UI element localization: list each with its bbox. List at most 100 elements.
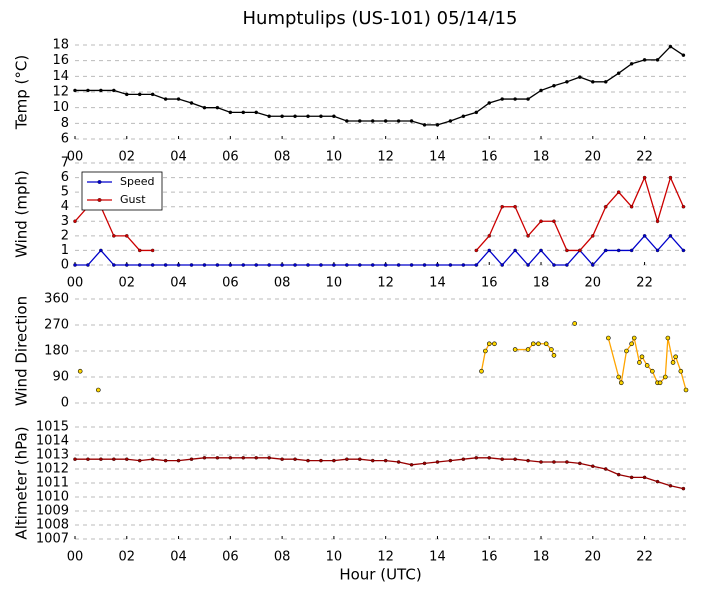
- data-point: [525, 347, 531, 352]
- data-point: [189, 101, 194, 105]
- data-point: [642, 175, 647, 180]
- data-point: [137, 263, 142, 267]
- data-point: [383, 263, 388, 267]
- legend-box: [81, 171, 163, 211]
- data-point: [552, 460, 556, 464]
- data-point: [655, 479, 660, 484]
- data-point: [422, 461, 427, 466]
- y-tick-label: 3: [61, 214, 69, 229]
- data-point: [681, 53, 686, 57]
- y-tick-label: 180: [44, 344, 69, 359]
- data-point: [572, 321, 577, 326]
- data-point: [319, 114, 323, 119]
- data-point: [280, 263, 284, 267]
- y-tick-label: 6: [61, 132, 69, 147]
- data-point: [228, 456, 233, 460]
- data-point: [86, 263, 90, 267]
- data-point: [176, 263, 181, 267]
- data-point: [642, 58, 647, 62]
- data-point: [526, 234, 530, 238]
- data-point: [319, 458, 323, 463]
- data-point: [422, 263, 427, 267]
- y-tick-label: 1015: [36, 420, 69, 435]
- data-point: [670, 360, 676, 365]
- data-point: [479, 368, 484, 374]
- x-tick-label: 12: [377, 550, 394, 565]
- data-point: [358, 119, 362, 123]
- data-point: [280, 114, 284, 119]
- data-point: [526, 263, 530, 267]
- data-point: [565, 80, 569, 84]
- x-tick-label: 18: [533, 150, 550, 165]
- data-point: [112, 263, 116, 267]
- data-point: [665, 335, 671, 341]
- y-tick-label: 1011: [36, 476, 69, 491]
- y-tick-label: 5: [61, 185, 69, 200]
- legend-label: Speed: [120, 175, 154, 188]
- y-axis-label: Altimeter (hPa): [13, 426, 31, 539]
- data-point: [332, 114, 336, 119]
- x-tick-label: 06: [222, 550, 239, 565]
- data-point: [137, 458, 142, 463]
- data-point: [683, 387, 689, 393]
- data-point: [125, 234, 129, 238]
- data-point: [254, 456, 258, 460]
- data-point: [396, 460, 401, 464]
- x-tick-label: 14: [429, 150, 446, 165]
- x-tick-label: 04: [170, 276, 187, 291]
- data-point: [409, 263, 414, 267]
- data-point: [176, 97, 181, 101]
- x-tick-label: 08: [274, 550, 291, 565]
- y-axis-label: Wind Direction: [13, 296, 31, 406]
- series-line: [75, 234, 684, 266]
- data-point: [306, 114, 310, 119]
- data-point: [513, 248, 517, 253]
- data-point: [606, 335, 611, 341]
- data-point: [526, 458, 530, 463]
- data-point: [629, 248, 634, 253]
- data-point: [241, 263, 246, 267]
- data-point: [358, 457, 362, 461]
- data-point: [552, 83, 556, 88]
- data-point: [202, 105, 207, 110]
- data-point: [539, 248, 543, 253]
- data-point: [549, 347, 554, 352]
- data-point: [99, 248, 103, 253]
- data-point: [662, 374, 668, 380]
- x-tick-label: 22: [636, 276, 653, 291]
- data-point: [644, 363, 650, 368]
- data-point: [86, 457, 90, 461]
- data-point: [565, 248, 569, 253]
- y-axis-label: Temp (°C): [13, 55, 31, 130]
- data-point: [487, 248, 491, 253]
- data-point: [332, 458, 336, 463]
- y-tick-label: 1013: [36, 448, 69, 463]
- x-tick-label: 08: [274, 276, 291, 291]
- x-tick-label: 04: [170, 150, 187, 165]
- chart-title: Humptulips (US-101) 05/14/15: [243, 8, 518, 29]
- data-point: [241, 456, 246, 460]
- x-tick-label: 10: [326, 550, 343, 565]
- data-point: [474, 456, 479, 460]
- data-point: [345, 457, 349, 461]
- data-point: [483, 348, 488, 354]
- x-tick-label: 14: [429, 276, 446, 291]
- x-tick-label: 18: [533, 276, 550, 291]
- data-point: [345, 263, 349, 267]
- data-point: [125, 263, 129, 267]
- data-point: [422, 123, 427, 127]
- data-point: [112, 234, 116, 238]
- data-point: [474, 263, 479, 267]
- data-point: [99, 457, 103, 461]
- data-point: [163, 97, 168, 101]
- data-point: [578, 75, 582, 79]
- y-tick-label: 16: [52, 53, 69, 68]
- data-point: [591, 234, 595, 238]
- data-point: [513, 97, 517, 101]
- data-point: [358, 263, 362, 267]
- data-point: [616, 190, 621, 194]
- data-point: [539, 88, 543, 93]
- x-tick-label: 00: [67, 150, 84, 165]
- legend-marker: [97, 198, 102, 202]
